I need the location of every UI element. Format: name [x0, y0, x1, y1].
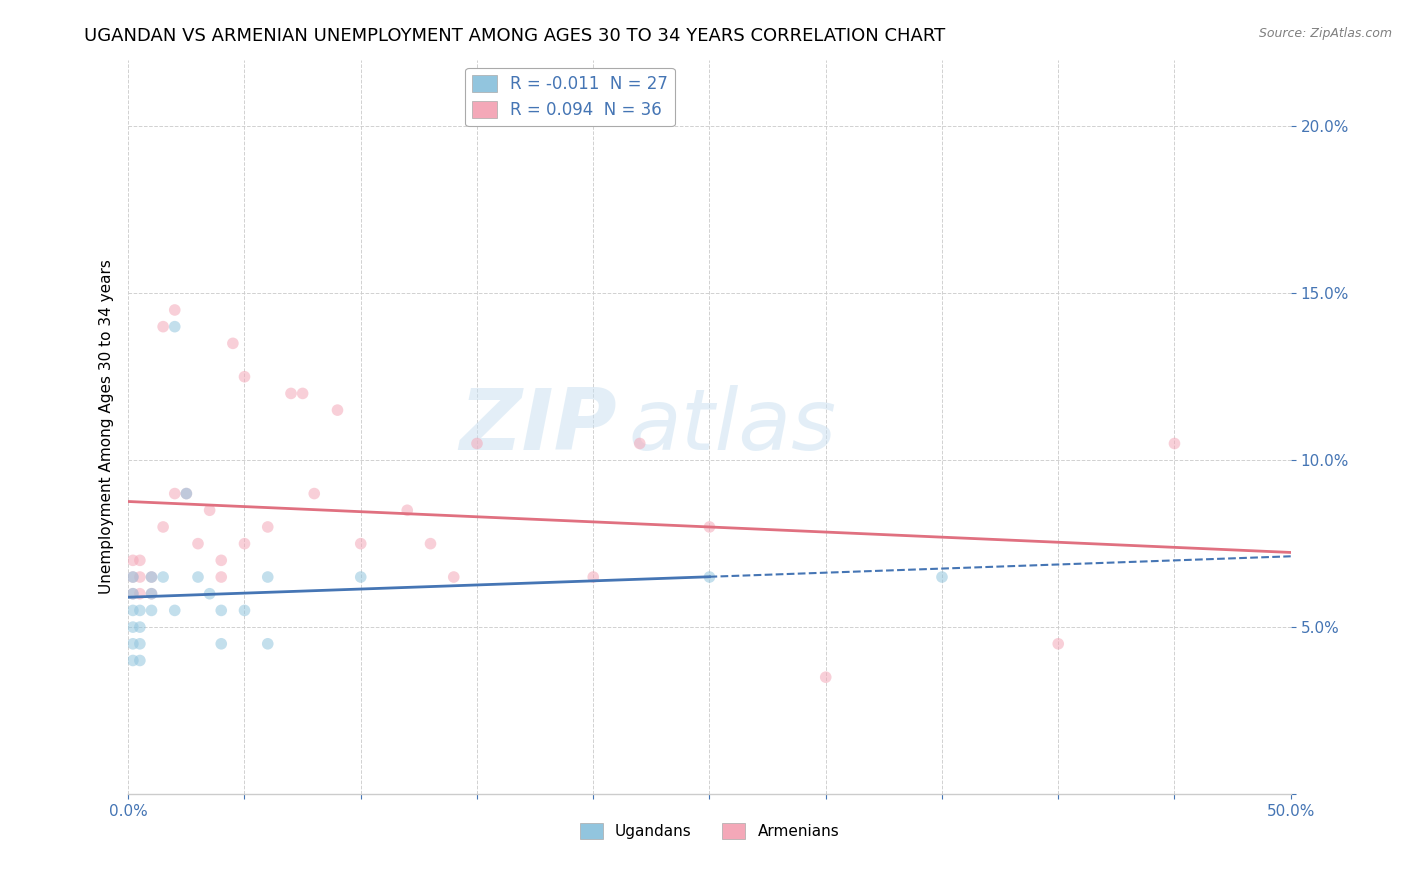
Point	[122, 653, 145, 667]
Point	[209, 637, 232, 651]
Point	[1047, 637, 1070, 651]
Point	[176, 486, 198, 500]
Point	[128, 637, 150, 651]
Point	[1163, 436, 1185, 450]
Point	[233, 603, 256, 617]
Point	[152, 319, 174, 334]
Point	[326, 403, 349, 417]
Point	[233, 369, 256, 384]
Point	[198, 587, 221, 601]
Point	[280, 386, 302, 401]
Point	[176, 486, 198, 500]
Point	[419, 536, 441, 550]
Point	[122, 570, 145, 584]
Point	[699, 570, 721, 584]
Point	[222, 336, 245, 351]
Point	[141, 570, 163, 584]
Point	[163, 302, 186, 317]
Point	[396, 503, 419, 517]
Point	[198, 503, 221, 517]
Point	[141, 570, 163, 584]
Point	[122, 587, 145, 601]
Point	[233, 536, 256, 550]
Point	[122, 553, 145, 567]
Point	[304, 486, 326, 500]
Point	[122, 637, 145, 651]
Point	[163, 486, 186, 500]
Point	[628, 436, 651, 450]
Point	[128, 603, 150, 617]
Point	[122, 587, 145, 601]
Point	[122, 620, 145, 634]
Legend: Ugandans, Armenians: Ugandans, Armenians	[574, 817, 845, 845]
Point	[465, 436, 488, 450]
Text: UGANDAN VS ARMENIAN UNEMPLOYMENT AMONG AGES 30 TO 34 YEARS CORRELATION CHART: UGANDAN VS ARMENIAN UNEMPLOYMENT AMONG A…	[84, 27, 946, 45]
Point	[256, 637, 278, 651]
Point	[187, 536, 209, 550]
Point	[141, 587, 163, 601]
Text: ZIP: ZIP	[458, 385, 616, 468]
Point	[814, 670, 837, 684]
Point	[128, 587, 150, 601]
Point	[256, 570, 278, 584]
Point	[350, 536, 373, 550]
Point	[141, 603, 163, 617]
Point	[443, 570, 465, 584]
Text: atlas: atlas	[628, 385, 837, 468]
Point	[128, 553, 150, 567]
Point	[209, 603, 232, 617]
Point	[128, 620, 150, 634]
Text: Source: ZipAtlas.com: Source: ZipAtlas.com	[1258, 27, 1392, 40]
Point	[152, 570, 174, 584]
Point	[163, 319, 186, 334]
Point	[209, 570, 232, 584]
Point	[699, 520, 721, 534]
Point	[582, 570, 605, 584]
Y-axis label: Unemployment Among Ages 30 to 34 years: Unemployment Among Ages 30 to 34 years	[100, 260, 114, 594]
Point	[291, 386, 314, 401]
Point	[209, 553, 232, 567]
Point	[350, 570, 373, 584]
Point	[141, 587, 163, 601]
Point	[931, 570, 953, 584]
Point	[256, 520, 278, 534]
Point	[122, 603, 145, 617]
Point	[122, 570, 145, 584]
Point	[163, 603, 186, 617]
Point	[128, 570, 150, 584]
Point	[152, 520, 174, 534]
Point	[128, 653, 150, 667]
Point	[187, 570, 209, 584]
